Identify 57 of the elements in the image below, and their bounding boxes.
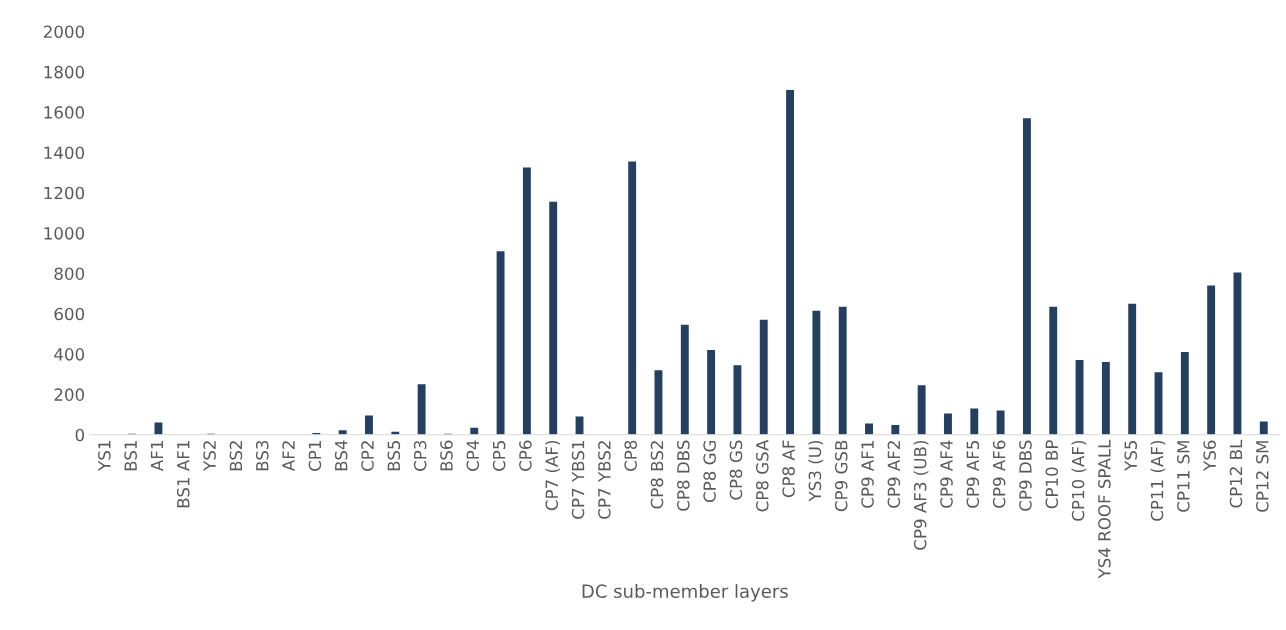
x-tick-label: CP9 AF5 (966, 441, 980, 508)
y-tick-label: 1800 (44, 65, 85, 79)
x-tick-label: AF2 (282, 441, 295, 472)
x-tick-label: CP3 (413, 440, 427, 471)
x-tick-label: CP7 YBS1 (571, 441, 585, 519)
x-tick-label: CP12 SM (1256, 441, 1269, 512)
x-tick-label: CP8 BS2 (650, 441, 664, 509)
x-tick-label: CP1 (308, 441, 322, 471)
y-tick-label: 2000 (43, 25, 85, 39)
y-tick-label: 200 (54, 388, 85, 401)
y-tick-label: 1200 (44, 186, 85, 200)
x-tick-label: YS6 (1203, 440, 1216, 471)
x-tick-label: BS1 (124, 441, 137, 471)
x-tick-label: CP7 YBS2 (598, 441, 611, 519)
x-tick-label: YS5 (1124, 441, 1138, 471)
x-tick-label: CP8 (624, 440, 637, 471)
x-tick-label: BS2 (229, 441, 243, 471)
x-tick-label: YS2 (203, 441, 216, 471)
x-tick-label: YS4 ROOF SPALL (1098, 439, 1111, 579)
x-tick-label: CP9 AF3 (UB) (913, 440, 929, 550)
y-tick-label: 800 (54, 267, 85, 280)
x-tick-label: CP12 BL (1229, 439, 1243, 508)
x-tick-label: BS6 (440, 440, 453, 471)
x-tick-label: CP9 AF6 (992, 440, 1006, 508)
x-tick-label: CP9 AF4 (940, 440, 953, 508)
x-tick-label: AF1 (150, 441, 164, 472)
x-tick-label: BS5 (387, 441, 401, 471)
x-tick-label: CP11 (AF) (1150, 440, 1166, 521)
x-tick-label: CP11 SM (1177, 441, 1190, 512)
x-tick-label: CP9 GSB (834, 440, 848, 512)
y-tick-label: 1000 (44, 227, 85, 240)
y-tick-label: 0 (75, 428, 85, 442)
x-tick-label: CP8 GSA (755, 439, 769, 512)
x-tick-label: CP2 (361, 441, 374, 471)
x-tick-label: BS1 AF1 (176, 441, 190, 508)
x-tick-label: CP8 DBS (677, 440, 690, 511)
x-tick-label: CP10 (AF) (1071, 440, 1087, 521)
x-tick-label: CP9 DBS (1019, 440, 1032, 511)
x-tick-label: BS3 (255, 440, 269, 471)
y-tick-label: 1600 (44, 106, 85, 119)
x-tick-label: CP9 AF2 (887, 441, 901, 508)
x-tick-label: YS3 (U) (808, 440, 824, 502)
x-tick-label: CP5 (492, 441, 506, 471)
x-tick-label: CP7 (AF) (545, 440, 560, 511)
x-tick-label: CP6 (519, 440, 532, 471)
x-tick-label: CP8 GG (703, 440, 716, 503)
x-tick-label: CP4 (466, 440, 480, 471)
x-tick-label: CP10 BP (1045, 440, 1059, 509)
y-tick-label: 600 (54, 307, 85, 321)
x-tick-label: CP8 AF (782, 440, 795, 498)
y-tick-label: 1400 (44, 146, 85, 160)
x-tick-label: YS1 (98, 441, 111, 471)
x-tick-label: CP9 AF1 (861, 441, 874, 508)
x-tick-label: BS4 (334, 440, 348, 471)
x-tick-label: CP8 GS (729, 440, 743, 500)
y-tick-label: 400 (54, 348, 85, 361)
x-axis-title: DC sub-member layers (582, 584, 788, 602)
